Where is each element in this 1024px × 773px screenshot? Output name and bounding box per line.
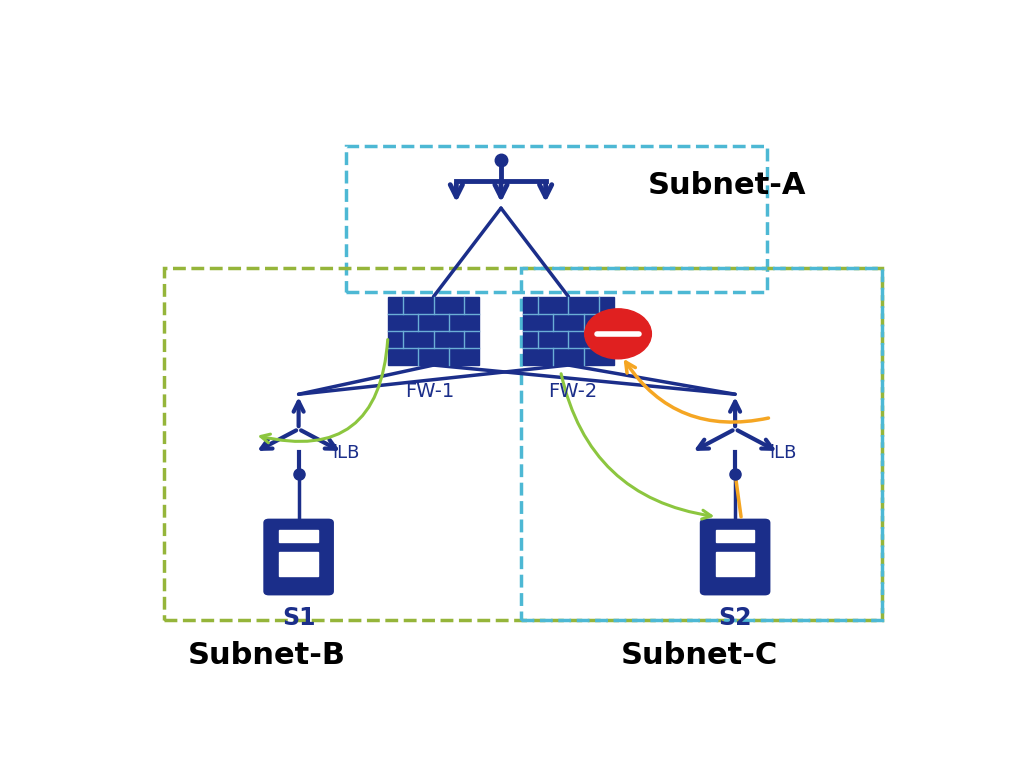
Circle shape [585, 309, 651, 359]
Bar [164, 268, 882, 619]
Bar [716, 552, 755, 564]
Bar [523, 297, 614, 365]
Bar [280, 564, 318, 576]
Bar [716, 530, 755, 542]
Text: FW-2: FW-2 [548, 383, 597, 401]
Text: S2: S2 [719, 606, 752, 630]
Text: Subnet-C: Subnet-C [621, 641, 778, 669]
Text: iLB: iLB [769, 444, 797, 461]
Bar [280, 552, 318, 564]
Bar [716, 564, 755, 576]
Text: iLB: iLB [333, 444, 359, 461]
FancyBboxPatch shape [699, 519, 770, 595]
Bar [521, 268, 882, 619]
Text: Subnet-B: Subnet-B [187, 641, 346, 669]
Bar [388, 297, 479, 365]
Bar [280, 530, 318, 542]
Text: Subnet-A: Subnet-A [648, 171, 807, 199]
Text: S1: S1 [282, 606, 315, 630]
Text: FW-1: FW-1 [404, 383, 455, 401]
Bar [346, 146, 767, 292]
FancyBboxPatch shape [263, 519, 334, 595]
